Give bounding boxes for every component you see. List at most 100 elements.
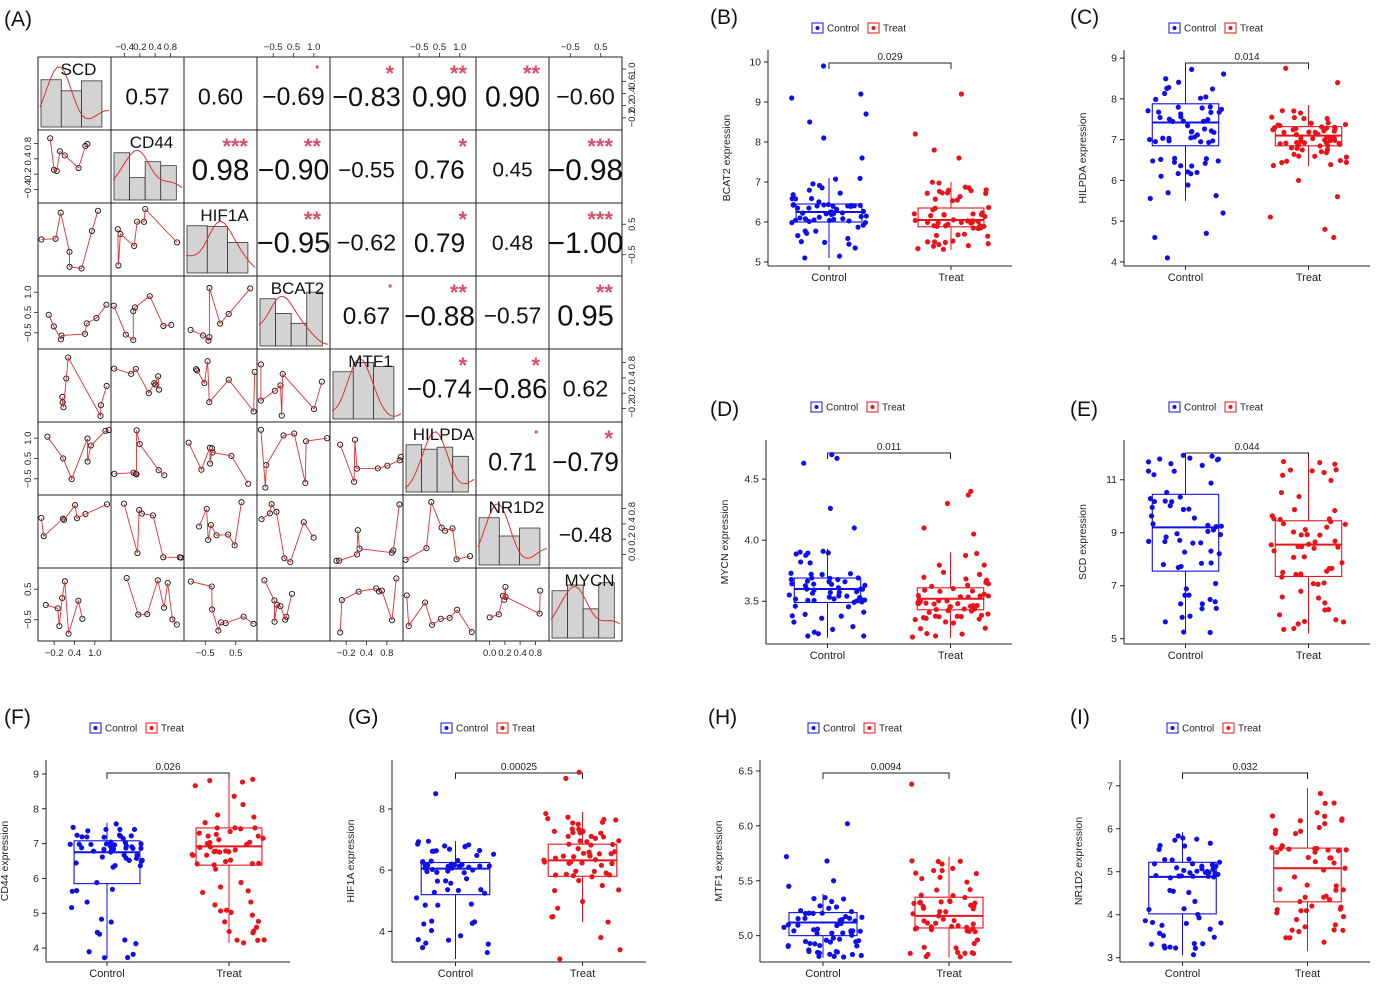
data-point [1293, 916, 1300, 923]
data-point [1150, 158, 1156, 164]
data-point [1322, 813, 1328, 819]
data-point [823, 211, 829, 217]
y-tick-label: 3 [1107, 952, 1113, 964]
data-point [912, 616, 918, 623]
data-point [1304, 532, 1310, 538]
fit-line [188, 442, 249, 485]
data-point [1275, 122, 1281, 128]
data-point [1281, 626, 1287, 633]
scatter-point [318, 378, 325, 385]
data-point [461, 870, 467, 876]
data-point [1205, 522, 1211, 528]
data-point [576, 826, 582, 832]
histogram-bar [567, 584, 584, 639]
data-point [1317, 143, 1323, 149]
p-value: 0.00025 [501, 762, 538, 773]
data-point [983, 579, 989, 586]
data-point [1314, 810, 1320, 816]
data-point [1298, 138, 1304, 144]
data-point [970, 921, 976, 927]
data-point [137, 863, 143, 869]
data-point [88, 841, 94, 848]
scatter-point [151, 380, 158, 387]
data-point [86, 949, 92, 955]
data-point [788, 576, 794, 583]
data-point [811, 217, 817, 223]
histogram-bar [113, 152, 130, 201]
data-point [215, 812, 221, 818]
data-point [842, 579, 848, 585]
fit-line [489, 586, 541, 618]
data-point [965, 582, 971, 588]
data-point [1203, 94, 1209, 100]
data-point [940, 569, 947, 575]
data-point [1324, 524, 1330, 530]
data-point [1194, 836, 1200, 842]
histogram-bar [160, 165, 177, 201]
scatter-point [145, 390, 152, 397]
y-tick-label: 11 [1106, 474, 1117, 486]
data-point [609, 860, 615, 867]
data-point [981, 591, 987, 597]
data-point [806, 218, 812, 225]
data-point [848, 908, 855, 915]
data-point [1331, 234, 1337, 241]
data-point [1323, 893, 1329, 899]
x-tick-label: Treat [1295, 968, 1320, 980]
scatter-point [103, 501, 111, 508]
data-point [848, 928, 854, 934]
data-point [1192, 898, 1198, 904]
data-point [1189, 163, 1195, 169]
x-tick-label: Control [438, 968, 473, 980]
fit-line [260, 429, 328, 488]
axis-tick-label: 0.4 [23, 152, 34, 165]
x-tick-label: Control [1168, 650, 1203, 662]
data-point [205, 833, 211, 839]
data-point [924, 219, 931, 225]
data-point [834, 206, 840, 212]
data-point [837, 917, 843, 923]
data-point [1327, 855, 1333, 861]
data-point [1148, 513, 1155, 519]
gene-label: HILPDA [413, 425, 475, 444]
data-point [1338, 904, 1344, 910]
axis-tick-label: −0.5 [196, 648, 215, 659]
data-point [858, 952, 864, 959]
scatter-point [132, 470, 139, 477]
data-point [1182, 592, 1188, 598]
scatter-point [57, 209, 64, 216]
data-point [129, 844, 135, 850]
data-point [566, 841, 572, 847]
data-point [816, 182, 822, 189]
data-point [1178, 563, 1184, 570]
data-point [800, 210, 806, 216]
data-point [950, 585, 956, 592]
data-point [419, 945, 426, 951]
data-point [1298, 588, 1304, 594]
data-point [1173, 945, 1179, 951]
data-point [819, 910, 825, 916]
data-point [1321, 867, 1327, 873]
data-point [981, 223, 987, 229]
data-point [912, 926, 919, 932]
data-point [429, 918, 435, 924]
scatter-point [207, 521, 214, 529]
data-point [924, 239, 931, 245]
data-point [1169, 857, 1175, 863]
data-point [1194, 169, 1200, 176]
fit-line [47, 429, 109, 481]
data-point [803, 552, 809, 558]
data-point [792, 217, 799, 223]
correlation-coefficient: 0.98 [192, 154, 250, 187]
data-point [1298, 544, 1305, 550]
scatter-point [378, 587, 385, 594]
data-point [1208, 128, 1214, 134]
histogram-bar [373, 365, 395, 420]
scatter-point [337, 441, 344, 448]
legend-dot [500, 726, 505, 730]
data-point [1272, 830, 1278, 837]
scatter-point [75, 164, 82, 172]
legend-dot [1228, 405, 1233, 409]
fit-line [195, 361, 256, 413]
data-point [1207, 629, 1213, 636]
